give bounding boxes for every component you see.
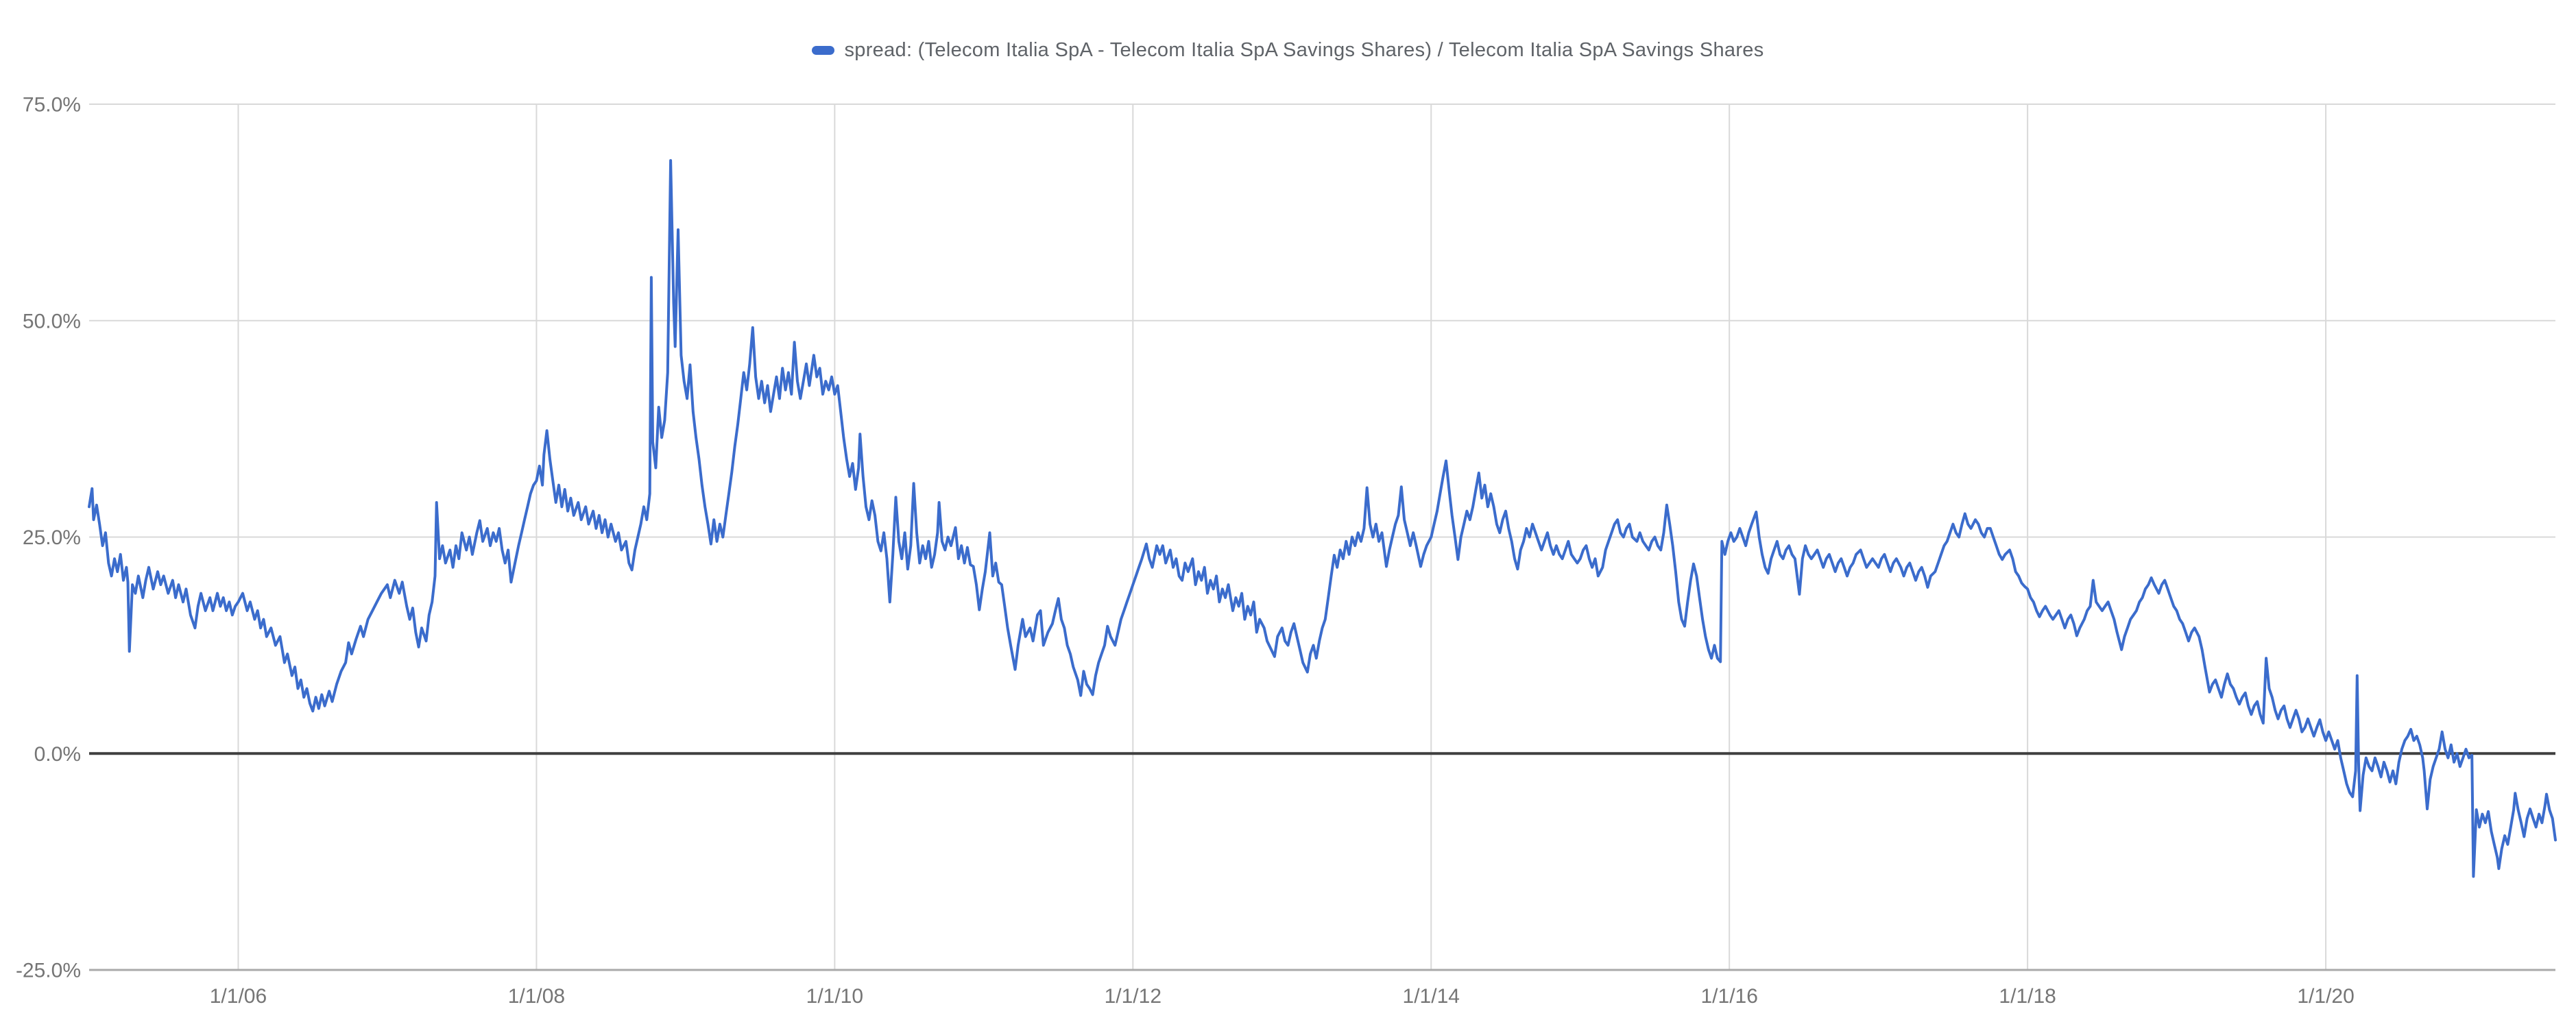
- y-tick-label: -25.0%: [16, 960, 81, 982]
- y-axis-labels: 75.0% 50.0% 25.0% 0.0% -25.0%: [16, 94, 81, 982]
- x-tick-label: 1/1/10: [806, 985, 863, 1008]
- spread-series-line[interactable]: [88, 159, 2557, 878]
- x-tick-label: 1/1/08: [508, 985, 565, 1008]
- y-tick-label: 25.0%: [23, 526, 81, 549]
- x-tick-label: 1/1/20: [2297, 985, 2354, 1008]
- y-tick-label: 50.0%: [23, 310, 81, 332]
- y-tick-label: 75.0%: [23, 94, 81, 117]
- x-tick-label: 1/1/18: [1999, 985, 2056, 1008]
- x-tick-label: 1/1/06: [210, 985, 267, 1008]
- x-axis-labels: 1/1/06 1/1/08 1/1/10 1/1/12 1/1/14 1/1/16 1/1/…: [210, 985, 2355, 1008]
- legend-line-marker: [812, 45, 835, 55]
- x-tick-label: 1/1/14: [1403, 985, 1460, 1008]
- y-gridlines: [89, 104, 2555, 971]
- legend: spread: (Telecom Italia SpA - Telecom It…: [0, 36, 2576, 64]
- y-tick-label: 0.0%: [34, 743, 81, 766]
- legend-label: spread: (Telecom Italia SpA - Telecom It…: [844, 38, 1764, 61]
- x-tick-label: 1/1/16: [1700, 985, 1757, 1008]
- x-tick-label: 1/1/12: [1105, 985, 1161, 1008]
